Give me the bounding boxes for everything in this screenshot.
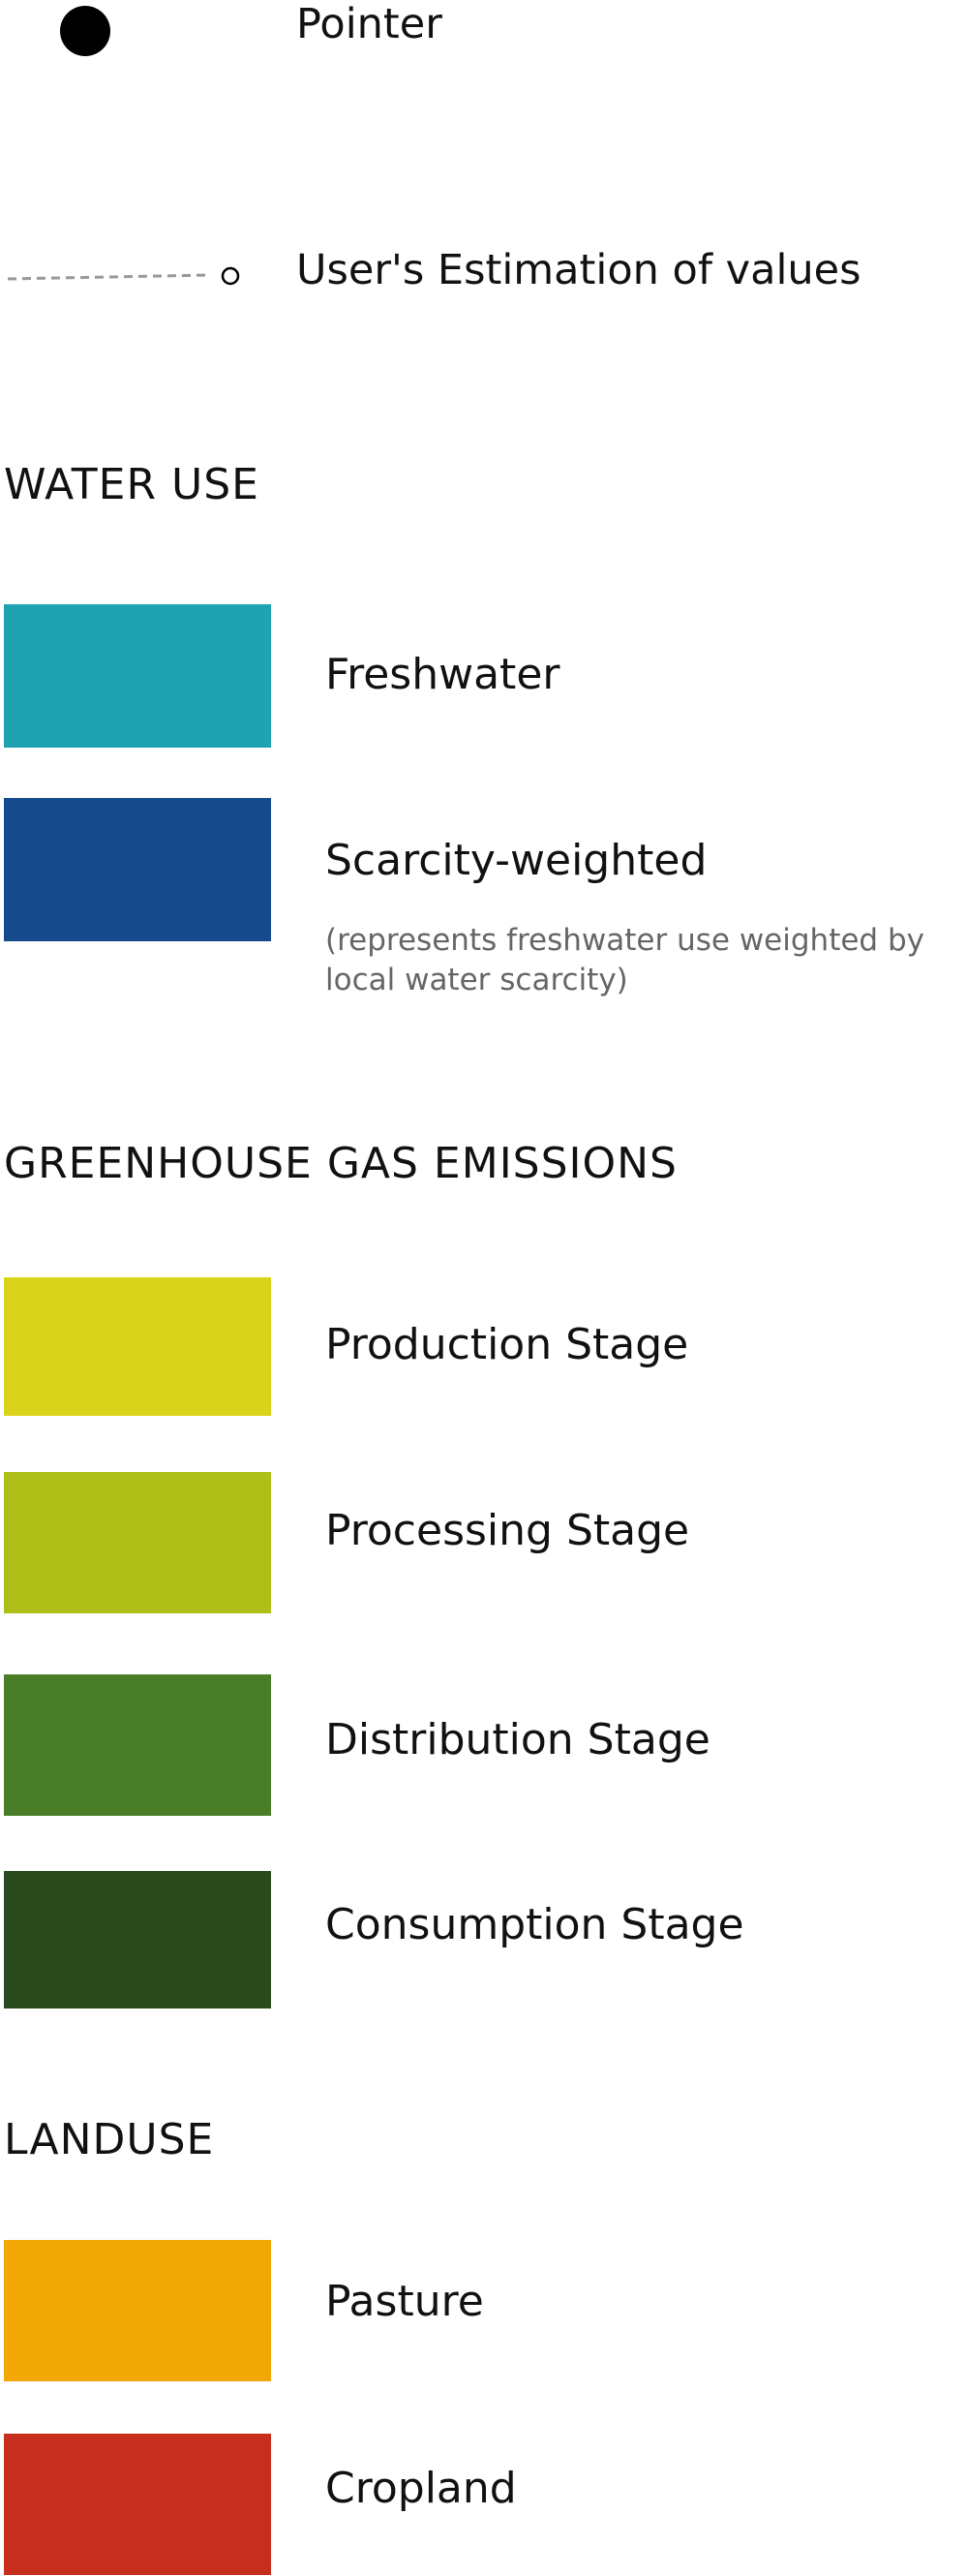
swatch-distribution-stage — [4, 1674, 271, 1816]
label-pasture: Pasture — [325, 2277, 484, 2326]
section-title-greenhouse-gas-emissions: GREENHOUSE GAS EMISSIONS — [4, 1139, 678, 1188]
label-processing-stage: Processing Stage — [325, 1506, 690, 1555]
label-consumption-stage: Consumption Stage — [325, 1900, 744, 1949]
swatch-processing-stage — [4, 1472, 271, 1613]
estimate-label: User's Estimation of values — [296, 246, 861, 294]
section-title-water-use: WATER USE — [4, 460, 259, 509]
label-cropland: Cropland — [325, 2464, 517, 2513]
note-scarcity-weighted: (represents freshwater use weighted by l… — [325, 923, 924, 997]
swatch-cropland — [4, 2434, 271, 2575]
label-freshwater: Freshwater — [325, 650, 560, 699]
label-production-stage: Production Stage — [325, 1320, 689, 1369]
label-distribution-stage: Distribution Stage — [325, 1715, 710, 1764]
swatch-consumption-stage — [4, 1871, 271, 2009]
swatch-scarcity-weighted — [4, 798, 271, 941]
estimate-open-circle — [221, 266, 240, 286]
estimate-marker — [7, 266, 240, 286]
section-title-landuse: LANDUSE — [4, 2115, 215, 2164]
label-scarcity-weighted: Scarcity-weighted — [325, 836, 708, 885]
pointer-label: Pointer — [296, 0, 442, 48]
swatch-pasture — [4, 2240, 271, 2381]
estimate-dashed-line — [7, 273, 212, 281]
swatch-freshwater — [4, 604, 271, 748]
pointer-marker — [60, 6, 110, 56]
swatch-production-stage — [4, 1277, 271, 1416]
